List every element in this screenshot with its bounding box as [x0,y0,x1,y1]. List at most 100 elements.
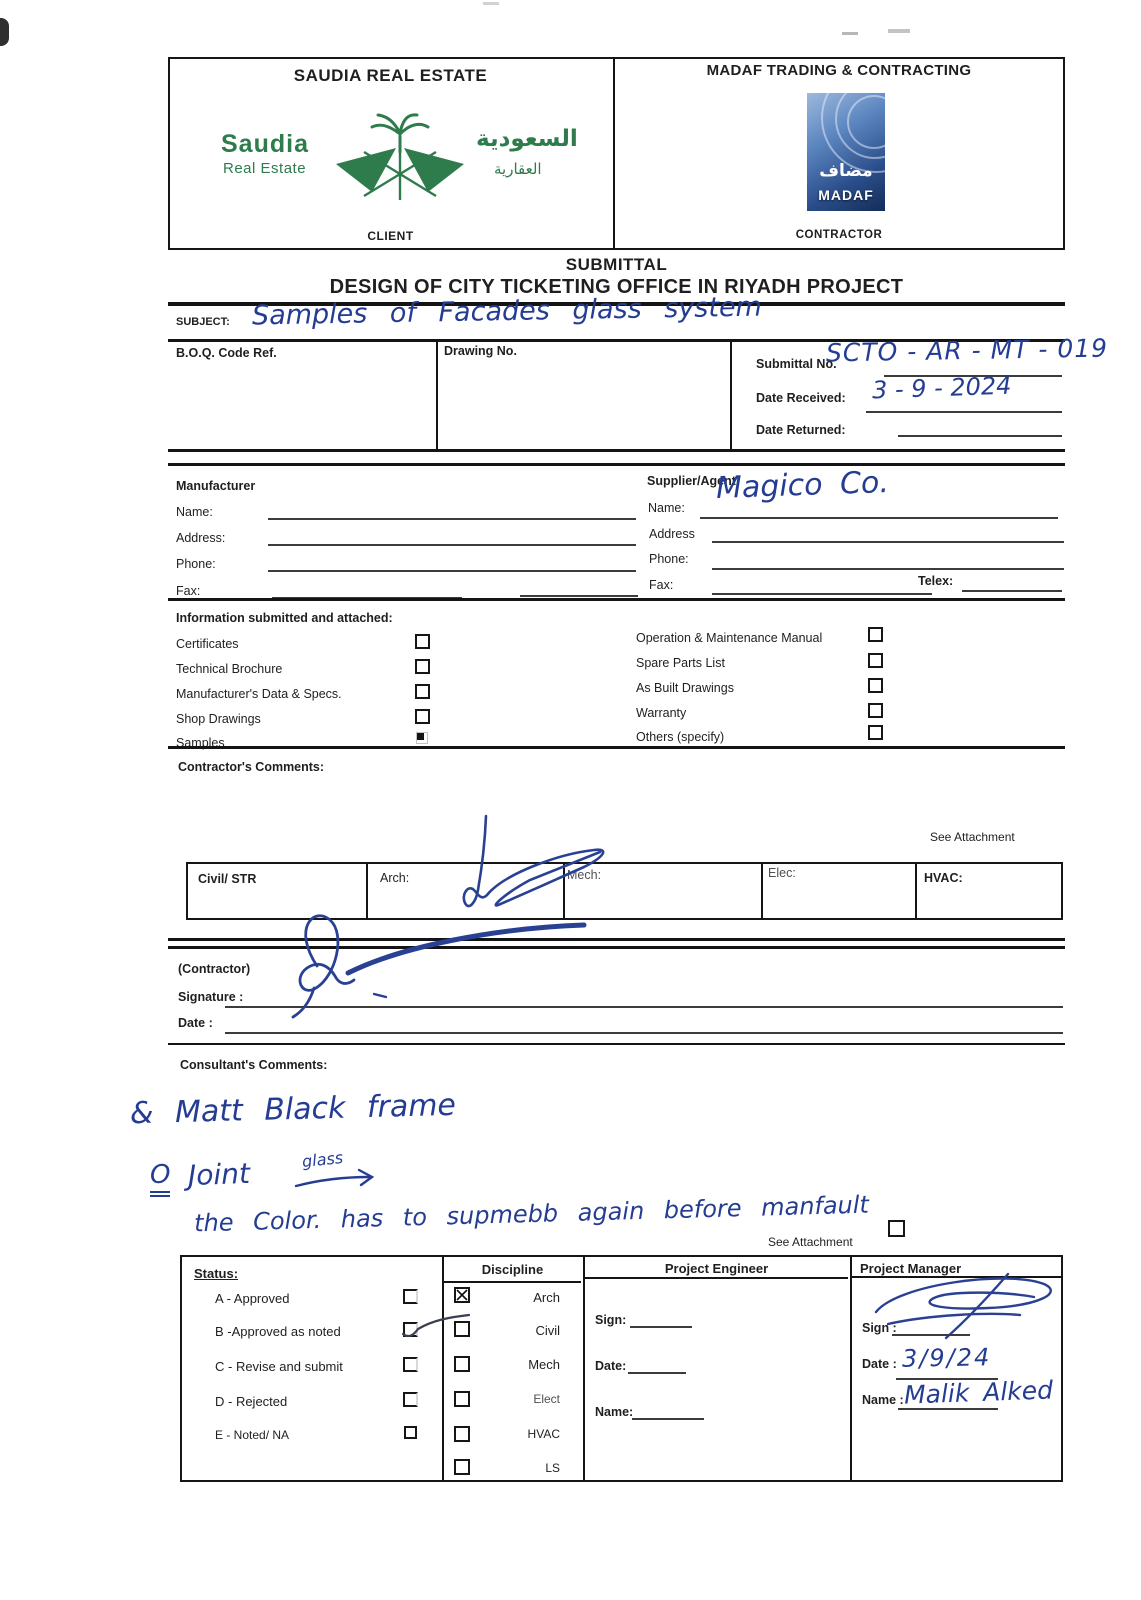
pe-sign-label: Sign: [595,1313,627,1327]
supplier-name-value[interactable]: Magico Co. [715,464,890,507]
pm-sign-line[interactable] [892,1334,970,1336]
checkbox-approved[interactable] [403,1289,418,1304]
checkbox-certificates[interactable] [415,634,430,649]
checkbox-manufacturer-data[interactable] [415,684,430,699]
checkbox-om-manual[interactable] [868,627,883,642]
supplier-phone-label: Phone: [649,552,689,566]
arrow-icon [294,1168,375,1188]
checklist-item-label: Spare Parts List [636,656,725,670]
client-company-name: SAUDIA REAL ESTATE [293,66,488,85]
pe-date-label: Date: [595,1359,627,1373]
checkbox-shop-drawings[interactable] [415,709,430,724]
sign-cell-civil: Civil/ STR [198,872,257,886]
pm-name-line[interactable] [898,1408,998,1410]
pm-date-label: Date : [862,1357,897,1371]
section-rule [168,1043,1065,1045]
contractor-date-line[interactable] [225,1032,1063,1034]
checkbox-rejected[interactable] [403,1392,418,1407]
section-rule [168,598,1065,601]
boq-label: B.O.Q. Code Ref. [176,346,277,360]
supplier-name-line[interactable] [700,517,1058,519]
contractor-company-name: MADAF TRADING & CONTRACTING [706,62,972,79]
pe-header-rule [585,1277,848,1279]
checkbox-samples[interactable] [416,732,428,744]
checkbox-discipline-mech[interactable] [454,1356,470,1372]
submittal-no-value[interactable]: SCTO - AR - MT - 019 [825,333,1109,368]
sign-table-divider [761,862,763,920]
saudia-logo-arabic-big: السعودية [476,126,578,152]
manufacturer-address-line[interactable] [268,544,636,546]
see-attachment-checkbox[interactable] [888,1220,905,1237]
checkbox-discipline-elect[interactable] [454,1391,470,1407]
discipline-label: LS [545,1461,560,1475]
supplier-fax-line[interactable] [712,593,932,595]
contractor-signature-line[interactable] [225,1006,1063,1008]
doc-type-title: SUBMITTAL [565,255,668,274]
submittal-no-line[interactable] [884,375,1062,377]
sign-cell-hvac: HVAC: [924,871,963,885]
supplier-name-label: Name: [648,501,685,515]
status-title: Status: [194,1266,239,1281]
pe-name-line[interactable] [632,1418,704,1420]
contractor-comments-label: Contractor's Comments: [178,760,325,774]
pm-date-line[interactable] [896,1378,998,1380]
arch-signature [462,814,605,908]
ref-divider-2 [730,342,732,450]
pm-date-value[interactable]: 3/9/24 [901,1343,992,1373]
section-rule [168,746,1065,749]
discipline-label: Elect [533,1392,560,1406]
date-received-value[interactable]: 3 - 9 - 2024 [871,371,1012,405]
discipline-label: HVAC [527,1427,560,1441]
checkbox-spare-parts[interactable] [868,653,883,668]
manufacturer-fax-label: Fax: [176,584,201,598]
manufacturer-phone-line[interactable] [268,570,636,572]
status-table [180,1255,1063,1482]
checkbox-technical-brochure[interactable] [415,659,430,674]
checklist-item-label: Warranty [636,706,687,720]
pe-date-line[interactable] [628,1372,686,1374]
pe-name-label: Name: [595,1405,634,1419]
checkbox-others[interactable] [868,725,883,740]
subject-label: SUBJECT: [176,316,230,328]
title-rule [168,302,1065,306]
checklist-title: Information submitted and attached: [176,611,393,625]
madaf-logo-latin: MADAF [818,187,874,203]
pm-name-value[interactable]: Malik Alked [903,1375,1054,1410]
pm-name-label: Name : [862,1393,904,1407]
checkbox-revise-resubmit[interactable] [403,1357,418,1372]
supplier-fax-label: Fax: [649,578,674,592]
checkbox-as-built[interactable] [868,678,883,693]
handwritten-note-1: & Matt Black frame [129,1087,457,1132]
supplier-phone-line[interactable] [712,568,1064,570]
sign-table-divider [915,862,917,920]
sign-cell-elec: Elec: [768,866,796,880]
checkbox-discipline-arch[interactable] [454,1287,470,1303]
section-rule [168,938,1065,941]
project-manager-title: Project Manager [860,1261,962,1276]
checkbox-noted-na[interactable] [404,1426,417,1439]
manufacturer-fax-line[interactable] [520,595,638,597]
pe-sign-line[interactable] [630,1326,692,1328]
date-received-line[interactable] [866,411,1062,413]
manufacturer-name-line[interactable] [268,518,636,520]
supplier-address-line[interactable] [712,541,1064,543]
consultant-comments-label: Consultant's Comments: [180,1058,328,1072]
checkbox-discipline-ls[interactable] [454,1459,470,1475]
contractor-date-label: Date : [178,1016,213,1030]
contractor-role-label: CONTRACTOR [795,229,883,241]
status-option-label: A - Approved [215,1291,290,1306]
contractor-party-label: (Contractor) [178,962,251,976]
date-returned-line[interactable] [898,435,1062,437]
checkbox-discipline-hvac[interactable] [454,1426,470,1442]
supplier-telex-line[interactable] [962,590,1062,592]
handwritten-note-3: the Color. has to supmebb again before m… [193,1190,870,1238]
manufacturer-title: Manufacturer [176,479,256,493]
pm-header-rule [852,1276,1061,1278]
checkbox-discipline-civil[interactable] [454,1321,470,1337]
checkbox-warranty[interactable] [868,703,883,718]
supplier-title: Supplier/Agent [647,474,736,488]
header-box [168,57,1065,250]
checklist-item-label: Others (specify) [636,730,725,744]
handwritten-note-2: Joint [187,1156,251,1193]
